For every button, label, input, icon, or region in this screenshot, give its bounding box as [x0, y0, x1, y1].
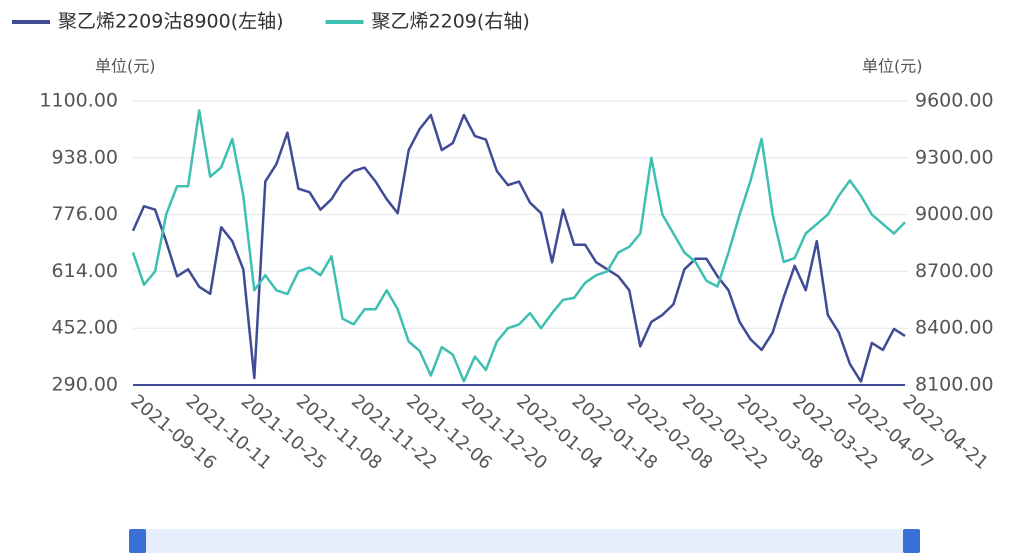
y-tick-label: 614.00: [52, 260, 118, 282]
y2-tick-label: 9600.00: [915, 90, 994, 112]
y2-tick-label: 8700.00: [915, 260, 994, 282]
y2-tick-label: 8400.00: [915, 317, 994, 339]
y-tick-label: 776.00: [52, 203, 118, 225]
y2-tick-label: 8100.00: [915, 374, 994, 396]
y-tick-label: 938.00: [52, 146, 118, 168]
slider-handle[interactable]: [903, 529, 920, 553]
zoom-slider[interactable]: [138, 529, 912, 553]
legend-label: 聚乙烯2209沽8900(左轴): [58, 11, 284, 33]
series-line: [131, 109, 906, 383]
y-tick-label: 452.00: [52, 317, 118, 339]
y-axis-label: 单位(元): [95, 57, 156, 76]
y2-tick-label: 9300.00: [915, 146, 994, 168]
y2-tick-label: 9000.00: [915, 203, 994, 225]
y-tick-label: 1100.00: [39, 90, 118, 112]
series-line: [131, 113, 906, 383]
legend-label: 聚乙烯2209(右轴): [372, 11, 530, 33]
slider-handle[interactable]: [129, 529, 146, 553]
y2-axis-label: 单位(元): [862, 57, 923, 76]
y-tick-label: 290.00: [52, 374, 118, 396]
